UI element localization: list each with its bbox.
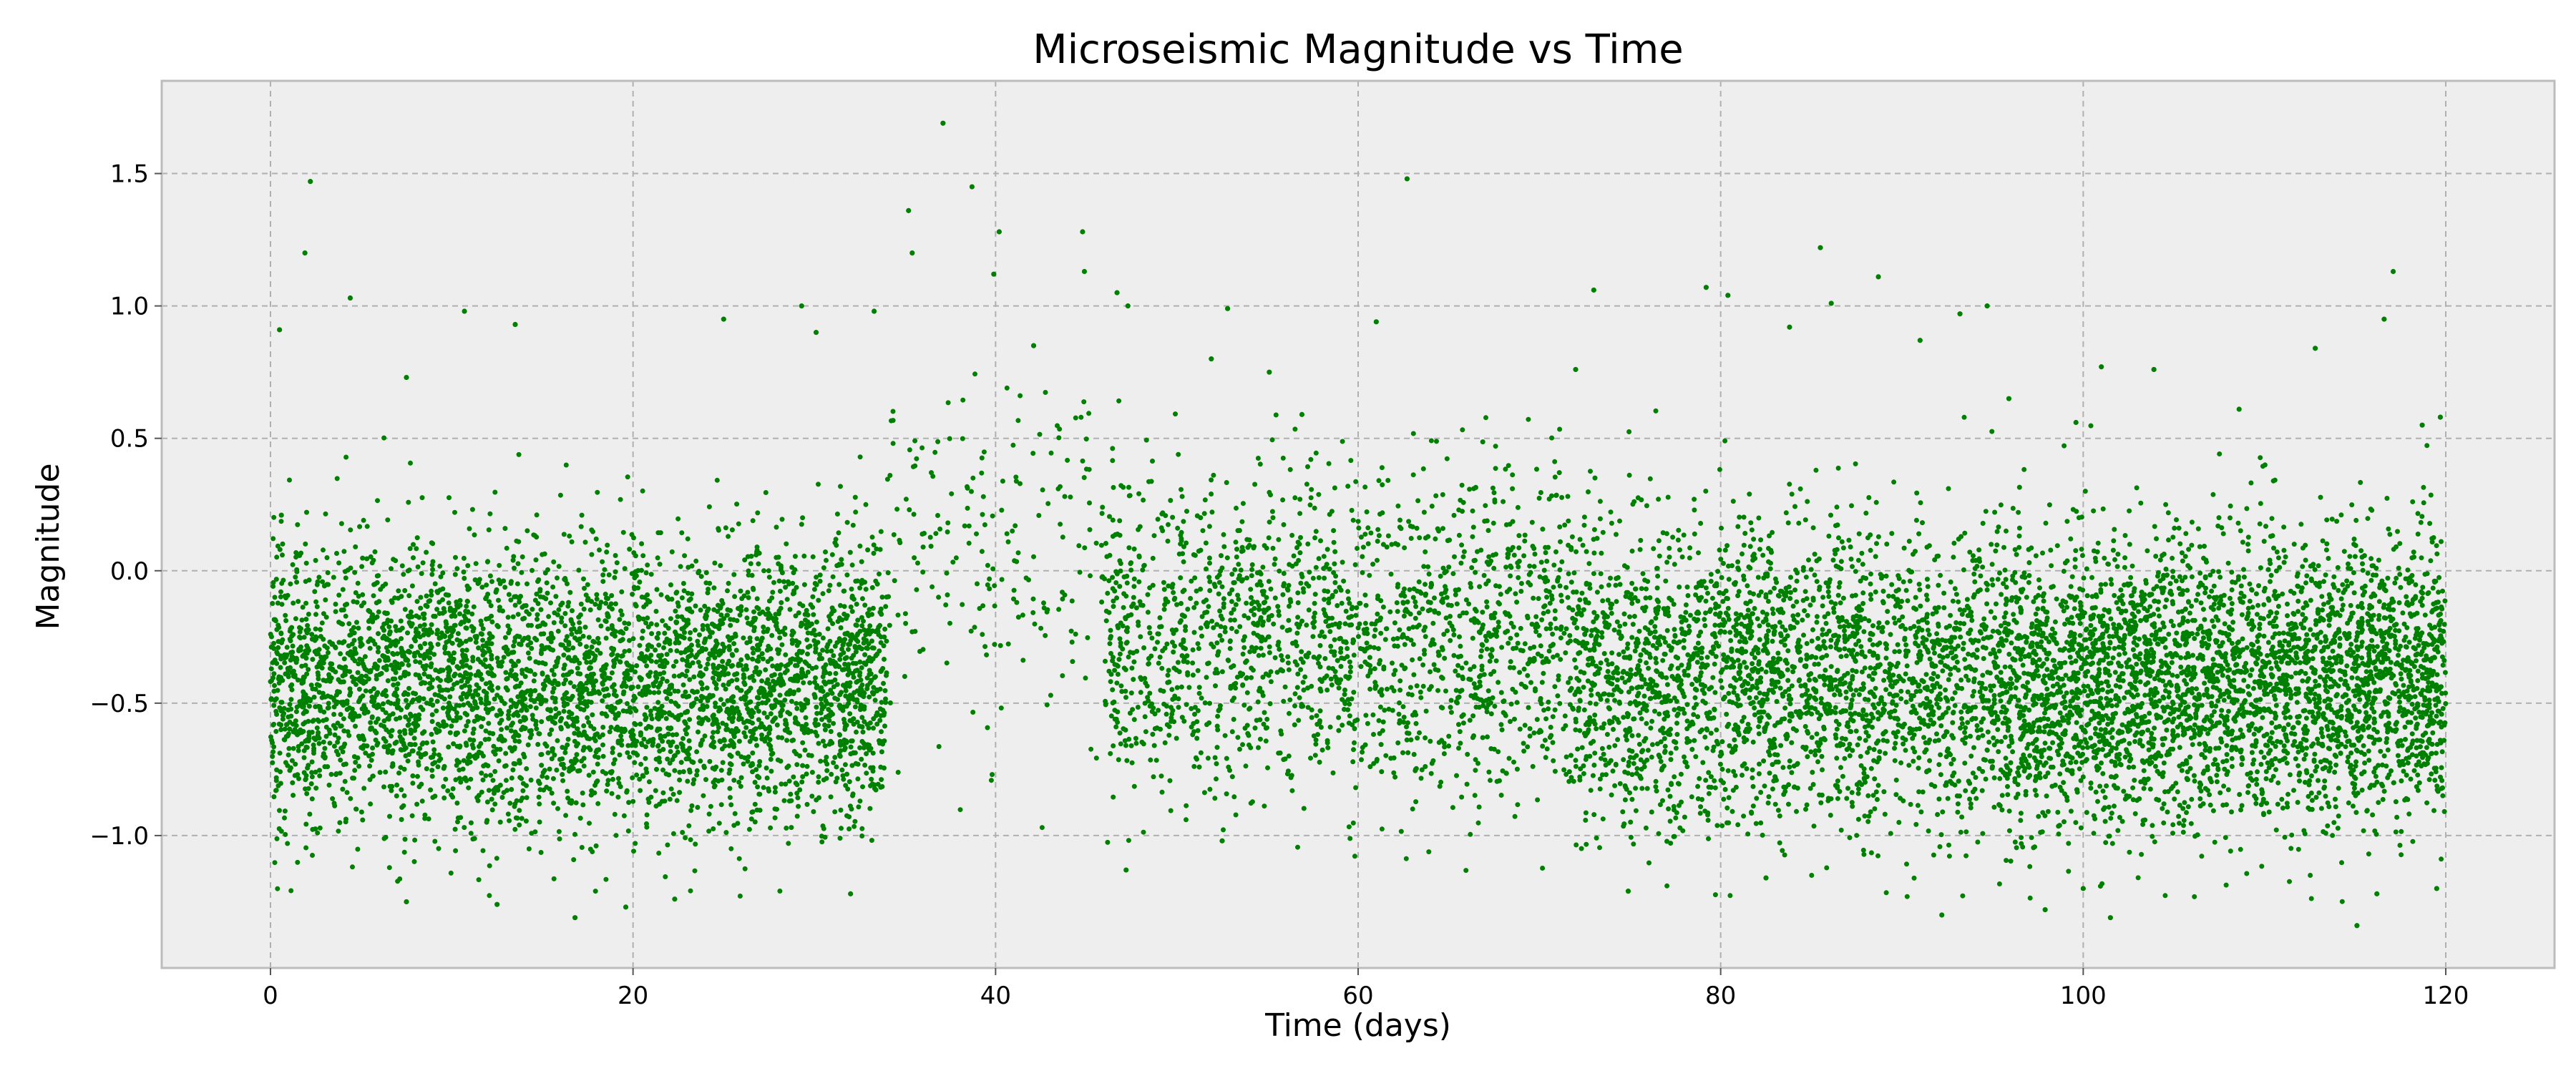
data-point (1818, 245, 1823, 250)
data-point (1299, 411, 1305, 417)
data-point (1763, 875, 1769, 881)
grid-lines (162, 81, 2555, 968)
data-point (799, 303, 804, 309)
data-point (2390, 268, 2396, 275)
data-point (1725, 293, 1731, 298)
data-point (2151, 366, 2157, 373)
x-tick-label: 80 (1705, 982, 1736, 1010)
data-point (1875, 274, 1881, 280)
y-tick-label: 1.5 (110, 160, 149, 189)
data-point (1573, 366, 1579, 373)
axis-ticks: 0 20 40 60 80 100 120 −1.0 −0.5 0.0 0.5 1.0 1.5 (89, 160, 2469, 1010)
data-point (1373, 319, 1379, 325)
x-tick-label: 100 (2060, 982, 2107, 1010)
y-tick-label: −0.5 (89, 690, 149, 718)
data-point (2080, 886, 2086, 891)
y-tick-label: 1.0 (110, 293, 149, 321)
data-point (1219, 838, 1225, 843)
data-point (404, 374, 409, 381)
data-point (1828, 300, 1834, 306)
data-point (672, 896, 678, 902)
data-point (1209, 356, 1214, 362)
data-point (2107, 915, 2113, 921)
data-point (277, 327, 283, 333)
data-point (969, 184, 975, 190)
data-point (1404, 176, 1410, 182)
data-point (1957, 311, 1963, 317)
data-point (2354, 923, 2360, 929)
x-axis-title: Time (days) (1264, 1007, 1451, 1044)
data-point (1081, 268, 1088, 275)
data-point (2434, 886, 2439, 891)
x-tick-label: 40 (980, 982, 1011, 1010)
data-point (721, 316, 726, 322)
data-point (308, 179, 313, 185)
data-point (2313, 346, 2318, 351)
data-point (872, 308, 877, 314)
data-point (2437, 414, 2443, 420)
x-tick-label: 60 (1342, 982, 1373, 1010)
data-point (940, 120, 946, 126)
data-point (278, 512, 284, 518)
data-point (1625, 889, 1631, 894)
data-point (1080, 229, 1085, 235)
data-point (2042, 906, 2048, 913)
data-point (909, 250, 915, 256)
data-point (2073, 419, 2079, 426)
data-points (268, 120, 2449, 929)
data-point (1114, 290, 1120, 295)
data-point (2099, 364, 2104, 370)
data-point (991, 271, 997, 277)
data-point (2236, 406, 2242, 412)
y-tick-label: 0.0 (110, 557, 149, 586)
data-point (848, 891, 854, 896)
data-point (1225, 305, 1231, 311)
data-point (2419, 422, 2425, 428)
y-tick-label: −1.0 (89, 822, 149, 851)
y-tick-label: 0.5 (110, 425, 149, 454)
x-tick-label: 20 (618, 982, 648, 1010)
data-point (404, 899, 409, 905)
point-cloud (268, 371, 2449, 904)
data-point (2374, 891, 2380, 896)
data-point (512, 321, 518, 328)
data-point (996, 229, 1002, 235)
data-point (494, 901, 500, 907)
data-point (2006, 396, 2012, 401)
x-tick-label: 120 (2423, 982, 2469, 1010)
data-point (1267, 369, 1272, 375)
data-point (1030, 343, 1037, 348)
data-point (347, 295, 353, 301)
x-tick-label: 0 (263, 982, 278, 1010)
data-point (1917, 338, 1923, 343)
data-point (302, 250, 308, 256)
data-point (1703, 285, 1709, 290)
data-point (1984, 303, 1990, 309)
data-point (462, 308, 467, 314)
data-point (1787, 324, 1792, 330)
data-point (1125, 303, 1131, 309)
data-point (623, 904, 629, 910)
data-point (1939, 912, 1945, 918)
data-point (813, 330, 819, 336)
data-point (2381, 316, 2387, 322)
chart-title: Microseismic Magnitude vs Time (1033, 26, 1683, 73)
y-axis-title: Magnitude (30, 463, 67, 630)
data-point (1591, 287, 1596, 293)
data-point (1123, 867, 1129, 873)
data-point (572, 915, 578, 921)
data-point (906, 207, 912, 213)
